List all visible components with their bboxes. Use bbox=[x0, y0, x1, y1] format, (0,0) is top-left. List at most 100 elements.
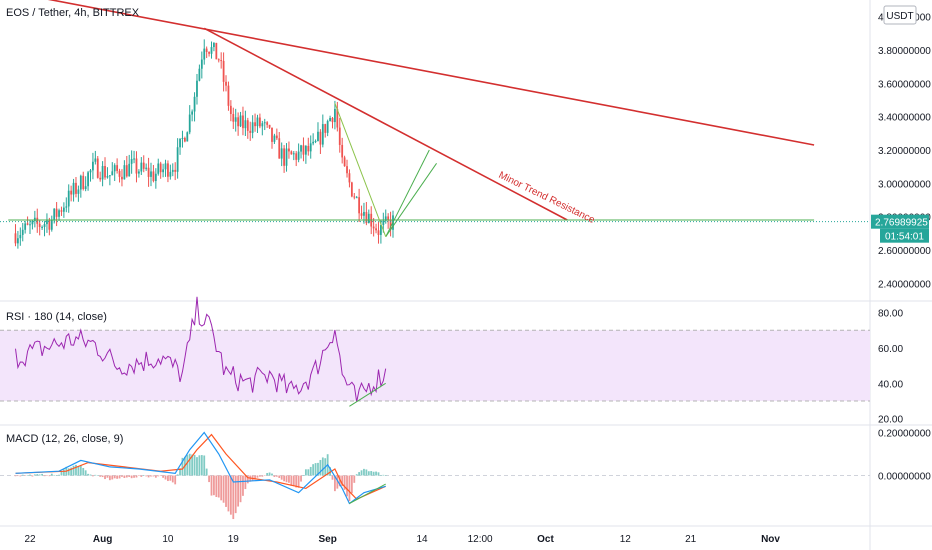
macd-histogram-bar bbox=[244, 475, 247, 490]
rsi-band bbox=[0, 330, 870, 402]
macd-histogram-bar bbox=[77, 466, 80, 476]
macd-histogram-bar bbox=[358, 472, 361, 476]
candle-body bbox=[329, 117, 331, 122]
candle-body bbox=[220, 60, 223, 62]
candle-body bbox=[234, 117, 237, 122]
candle-body bbox=[89, 170, 92, 173]
trend-lines[interactable] bbox=[0, 0, 870, 237]
candle-body bbox=[196, 80, 198, 97]
macd-histogram-bar bbox=[365, 469, 368, 476]
macd-histogram-bar bbox=[266, 473, 269, 476]
candle-body bbox=[355, 197, 358, 199]
candle-body bbox=[309, 143, 312, 152]
macd-histogram-bar bbox=[140, 475, 143, 477]
macd-histogram-bar bbox=[60, 471, 63, 476]
x-tick-label: 21 bbox=[685, 534, 697, 545]
candle-body bbox=[380, 225, 382, 235]
candle-body bbox=[138, 171, 140, 174]
macd-histogram-bar bbox=[31, 475, 34, 477]
candle-body bbox=[96, 158, 99, 178]
candle-body bbox=[75, 182, 77, 194]
macd-histogram-bar bbox=[273, 475, 276, 477]
y-tick-label: 0.00000000 bbox=[878, 472, 931, 483]
macd-histogram-bar bbox=[70, 467, 73, 476]
candle-body bbox=[72, 182, 75, 195]
candle-body bbox=[348, 173, 351, 183]
currency-button[interactable]: USDT bbox=[883, 5, 917, 25]
candle-body bbox=[389, 220, 392, 230]
y-tick-label: 3.80000000 bbox=[878, 46, 931, 57]
macd-histogram-bar bbox=[17, 475, 19, 477]
trend-annotation[interactable]: Minor Trend Resistance bbox=[497, 170, 597, 226]
candle-body bbox=[191, 111, 194, 115]
macd-histogram-bar bbox=[128, 475, 131, 477]
candle-body bbox=[169, 171, 172, 177]
macd-histogram-bar bbox=[101, 475, 104, 478]
candle-body bbox=[99, 177, 102, 180]
candle-body bbox=[275, 135, 278, 139]
candle-body bbox=[171, 169, 174, 172]
candle-body bbox=[135, 158, 138, 174]
macd-histogram-bar bbox=[125, 475, 128, 478]
candle-body bbox=[263, 122, 266, 124]
candle-body bbox=[38, 223, 41, 227]
candle-body bbox=[251, 122, 254, 133]
candle-body bbox=[331, 117, 334, 123]
macd-histogram-bar bbox=[96, 475, 99, 476]
candle-body bbox=[358, 197, 361, 214]
macd-histogram-bar bbox=[169, 475, 172, 481]
macd-histogram-bar bbox=[142, 475, 145, 476]
candle-body bbox=[19, 234, 22, 239]
candle-body bbox=[176, 147, 179, 172]
macd-histogram-bar bbox=[275, 475, 278, 477]
candle-body bbox=[147, 167, 150, 177]
candle-body bbox=[94, 158, 97, 162]
candle-body bbox=[225, 81, 227, 86]
macd-histogram-bar bbox=[113, 475, 116, 479]
candle-body bbox=[365, 211, 368, 224]
candle-body bbox=[113, 165, 116, 172]
candle-body bbox=[65, 206, 68, 208]
candle-body bbox=[53, 208, 56, 220]
candle-body bbox=[77, 189, 80, 194]
macd-histogram-bar bbox=[304, 469, 307, 476]
candle-body bbox=[242, 115, 244, 129]
macd-histogram-bar bbox=[227, 475, 230, 512]
macd-histogram-bar bbox=[375, 471, 377, 476]
macd-histogram-bar bbox=[232, 475, 235, 520]
candle-body bbox=[227, 85, 230, 106]
trend-line bbox=[385, 149, 430, 237]
macd-histogram-bar bbox=[179, 468, 181, 476]
candle-body bbox=[152, 171, 155, 182]
candle-body bbox=[145, 167, 148, 169]
candle-body bbox=[174, 169, 177, 172]
candle-body bbox=[249, 130, 252, 133]
candle-body bbox=[363, 211, 365, 216]
macd-histogram-bar bbox=[363, 468, 365, 476]
y-tick-label: 2.60000000 bbox=[878, 246, 931, 257]
macd-histogram-bar bbox=[217, 475, 220, 498]
x-tick-label: Oct bbox=[537, 534, 554, 545]
candle-body bbox=[312, 141, 315, 144]
macd-histogram-bar bbox=[350, 475, 353, 494]
macd-histogram-bar bbox=[145, 475, 148, 477]
candle-body bbox=[70, 190, 73, 195]
candle-body bbox=[43, 224, 46, 227]
time-axis-ticks: 22 Aug 10 19 Sep 14 12:00 Oct 12 21 Nov bbox=[24, 534, 780, 545]
macd-histogram-bar bbox=[225, 475, 227, 507]
y-tick-label: 3.40000000 bbox=[878, 113, 931, 124]
candle-body bbox=[157, 163, 160, 174]
macd-histogram-bar bbox=[118, 475, 121, 479]
candle-body bbox=[60, 210, 63, 212]
candle-body bbox=[210, 47, 213, 54]
macd-histogram-bar bbox=[72, 465, 75, 476]
candle-body bbox=[326, 121, 329, 133]
candle-body bbox=[188, 114, 191, 133]
macd-histogram-bar bbox=[174, 475, 177, 485]
macd-histogram-bar bbox=[24, 475, 27, 476]
macd-histogram-bar bbox=[360, 470, 363, 476]
macd-histogram-bar bbox=[43, 475, 46, 477]
candle-body bbox=[319, 131, 322, 145]
x-tick-label: 22 bbox=[24, 534, 36, 545]
